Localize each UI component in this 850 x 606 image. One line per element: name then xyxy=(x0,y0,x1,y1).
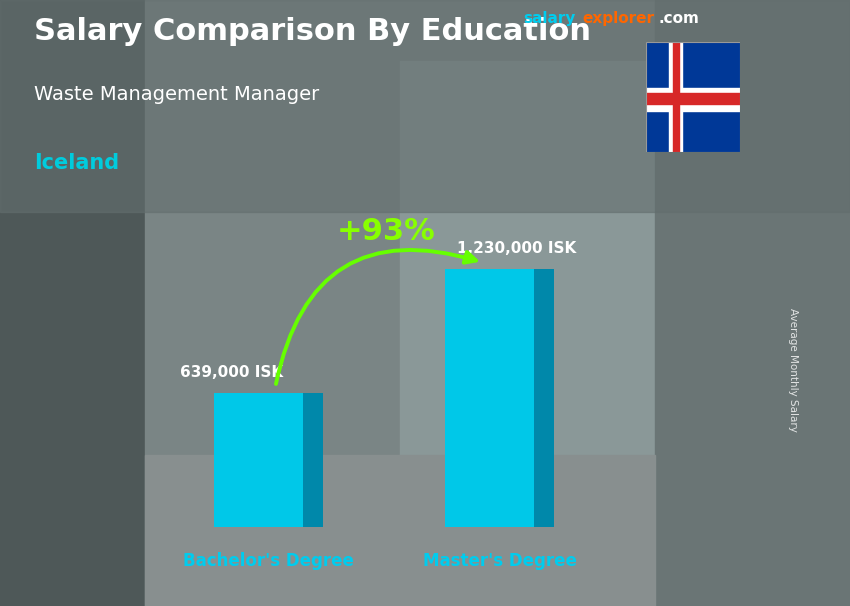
Text: salary: salary xyxy=(523,11,575,25)
Text: .com: .com xyxy=(659,11,700,25)
Text: Master's Degree: Master's Degree xyxy=(422,553,577,570)
Bar xyxy=(214,393,303,527)
Bar xyxy=(144,454,654,606)
Bar xyxy=(400,61,654,455)
Bar xyxy=(0,0,144,606)
Bar xyxy=(646,93,740,104)
Bar xyxy=(673,42,679,152)
Bar xyxy=(646,88,740,110)
Text: +93%: +93% xyxy=(337,216,435,245)
Text: Bachelor's Degree: Bachelor's Degree xyxy=(183,553,354,570)
Bar xyxy=(0,0,850,212)
Text: Salary Comparison By Education: Salary Comparison By Education xyxy=(34,17,591,46)
Text: 1,230,000 ISK: 1,230,000 ISK xyxy=(457,241,576,256)
Text: Iceland: Iceland xyxy=(34,153,119,173)
Text: Average Monthly Salary: Average Monthly Salary xyxy=(788,308,797,431)
Bar xyxy=(654,0,850,606)
Polygon shape xyxy=(303,393,323,527)
Text: 639,000 ISK: 639,000 ISK xyxy=(179,365,283,381)
Text: explorer: explorer xyxy=(582,11,654,25)
Polygon shape xyxy=(534,269,554,527)
Bar xyxy=(445,269,534,527)
Bar xyxy=(670,42,683,152)
Text: Waste Management Manager: Waste Management Manager xyxy=(34,85,320,104)
Bar xyxy=(144,0,399,606)
